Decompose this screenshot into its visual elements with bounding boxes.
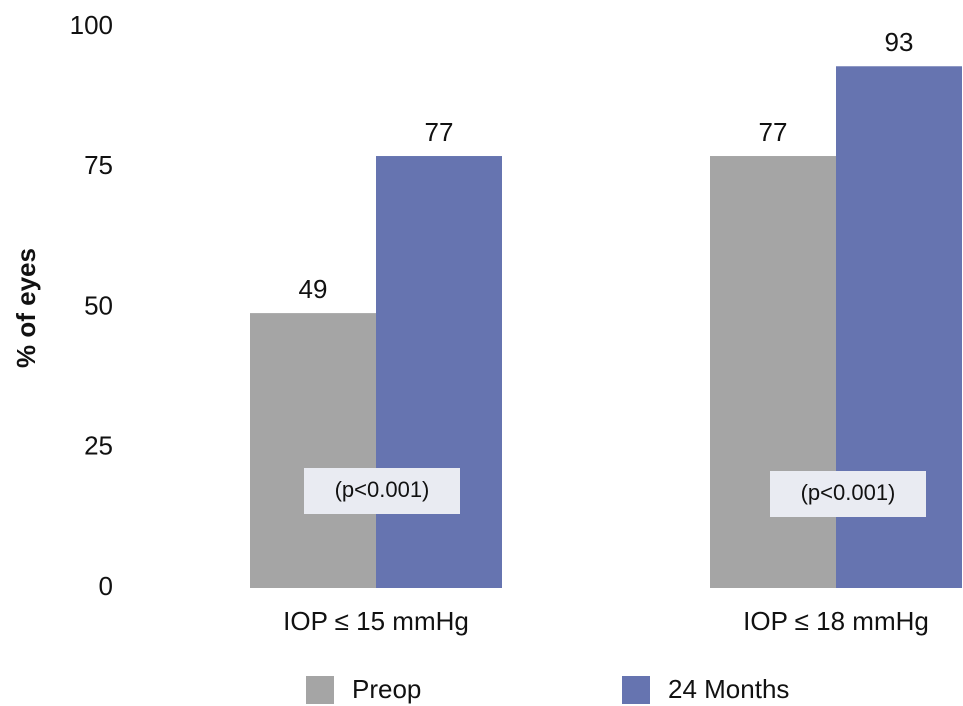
y-tick-label: 100	[70, 10, 113, 40]
data-label: 77	[759, 117, 788, 147]
legend-swatch	[622, 676, 650, 704]
data-label: 77	[425, 117, 454, 147]
data-label: 49	[299, 274, 328, 304]
bar	[250, 313, 376, 588]
data-label: 93	[885, 27, 914, 57]
y-tick-label: 0	[99, 571, 113, 601]
annotation-box	[770, 471, 926, 517]
y-tick-label: 50	[84, 290, 113, 320]
bar	[710, 156, 836, 588]
y-axis-title: % of eyes	[11, 248, 41, 368]
x-tick-label: IOP ≤ 18 mmHg	[743, 606, 929, 636]
annotation: (p<0.001)	[801, 480, 896, 505]
x-tick-label: IOP ≤ 15 mmHg	[283, 606, 469, 636]
legend-swatch	[306, 676, 334, 704]
annotation: (p<0.001)	[335, 477, 430, 502]
y-tick-label: 25	[84, 431, 113, 461]
y-tick-label: 75	[84, 150, 113, 180]
legend-label: 24 Months	[668, 674, 789, 704]
annotation-box	[304, 468, 460, 514]
bar	[376, 156, 502, 588]
legend-label: Preop	[352, 674, 421, 704]
